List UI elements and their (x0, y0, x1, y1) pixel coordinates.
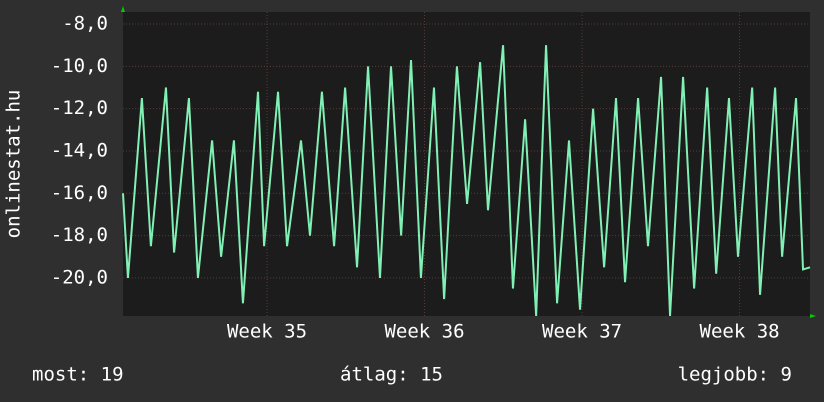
axis-arrow (810, 314, 816, 318)
y-tick-label: -10,0 (51, 55, 108, 77)
y-tick-label: -8,0 (62, 13, 108, 35)
data-line (122, 45, 811, 317)
y-tick-label: -12,0 (51, 97, 108, 119)
x-tick-label: Week 36 (384, 321, 464, 343)
y-tick-label: -14,0 (51, 139, 108, 161)
plot-area (123, 12, 810, 316)
x-tick-label: Week 35 (227, 321, 307, 343)
y-tick-label: -20,0 (51, 266, 108, 288)
x-tick-label: Week 37 (542, 321, 622, 343)
axis-arrow (121, 6, 125, 12)
x-tick-label: Week 38 (700, 321, 780, 343)
footer-best: legjobb: 9 (678, 364, 792, 386)
y-axis-label: onlinestat.hu (3, 90, 25, 239)
footer-average: átlag: 15 (340, 364, 443, 386)
y-tick-label: -18,0 (51, 224, 108, 246)
y-tick-label: -16,0 (51, 182, 108, 204)
footer-current: most: 19 (32, 364, 124, 386)
